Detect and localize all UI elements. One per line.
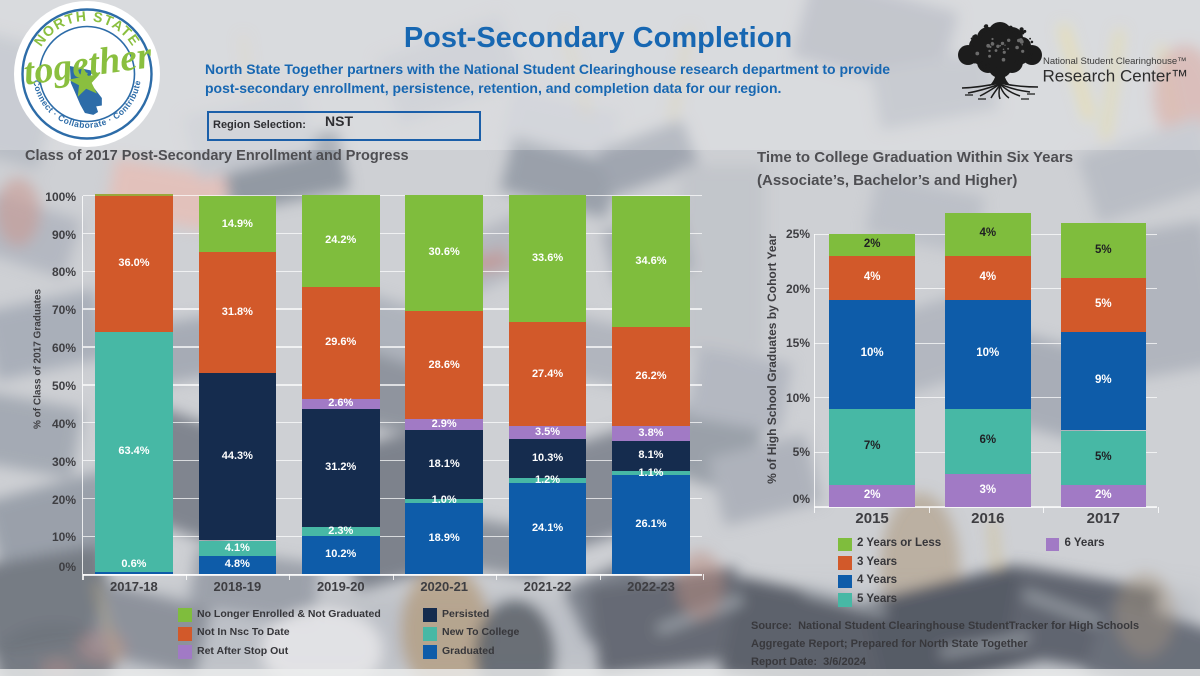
svg-text:Research Center™: Research Center™ <box>1043 67 1189 86</box>
svg-text:National Student Clearinghouse: National Student Clearinghouse™ <box>1043 56 1187 67</box>
